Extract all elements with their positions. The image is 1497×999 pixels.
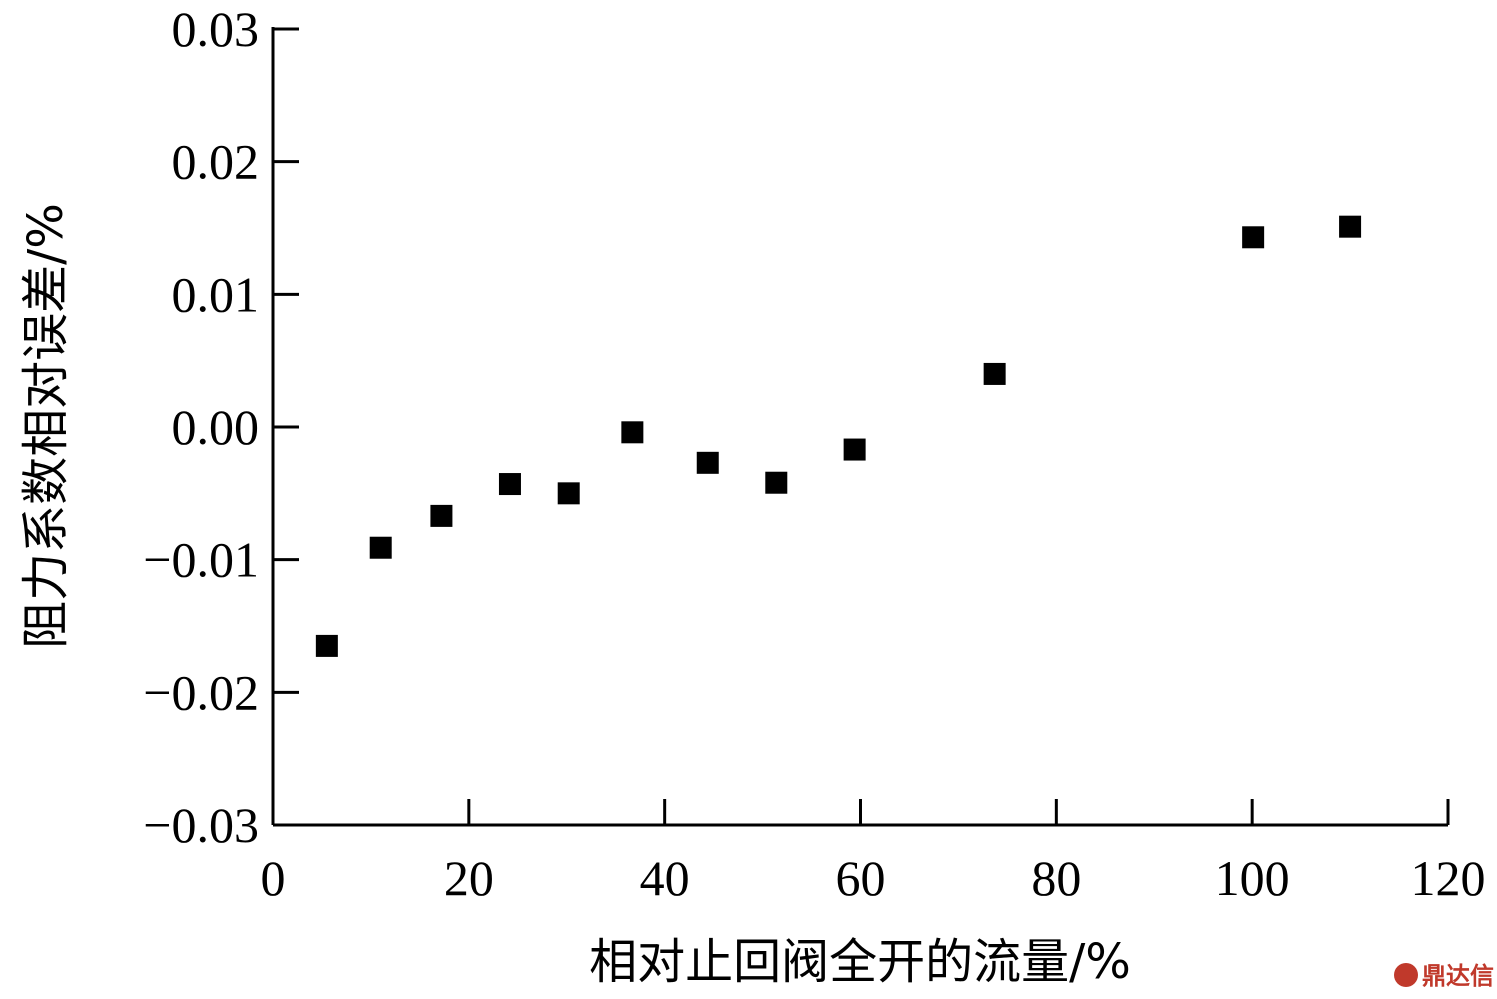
data-point <box>557 482 580 505</box>
data-point <box>315 634 338 657</box>
axes <box>271 27 1448 827</box>
data-point <box>843 438 866 461</box>
x-tick-label: 0 <box>261 850 286 906</box>
data-point <box>430 504 453 527</box>
y-tick-label: 0.01 <box>172 266 260 322</box>
y-tick-label: −0.01 <box>143 532 259 588</box>
data-point <box>765 471 788 494</box>
x-tick-label: 60 <box>836 850 886 906</box>
data-point <box>369 536 392 559</box>
x-tick-label: 100 <box>1215 850 1290 906</box>
data-point <box>621 421 644 444</box>
y-tick-label: −0.03 <box>143 797 259 853</box>
y-tick-label: 0.00 <box>172 399 260 455</box>
x-tick-label: 120 <box>1411 850 1486 906</box>
y-tick-label: 0.03 <box>172 1 260 57</box>
watermark-text: 鼎达信 <box>1422 962 1494 990</box>
ticks: −0.03 −0.02 −0.01 0.00 0.01 0.02 0.03 0 20 40 60 80… <box>143 1 1485 906</box>
data-points <box>315 215 1362 657</box>
data-point <box>498 473 521 496</box>
watermark: 鼎达信 <box>1394 962 1494 990</box>
y-tick-label: −0.02 <box>143 664 259 720</box>
data-point <box>696 451 719 474</box>
x-axis-label: 相对止回阀全开的流量/% <box>589 934 1131 990</box>
y-tick-label: 0.02 <box>172 134 260 190</box>
data-point <box>983 362 1006 385</box>
data-point <box>1339 215 1362 238</box>
data-point <box>1242 226 1265 249</box>
x-tick-label: 40 <box>640 850 690 906</box>
x-tick-label: 80 <box>1031 850 1081 906</box>
y-axis-label: 阻力系数相对误差/% <box>18 203 74 649</box>
x-tick-label: 20 <box>444 850 494 906</box>
watermark-logo-icon <box>1394 963 1418 987</box>
